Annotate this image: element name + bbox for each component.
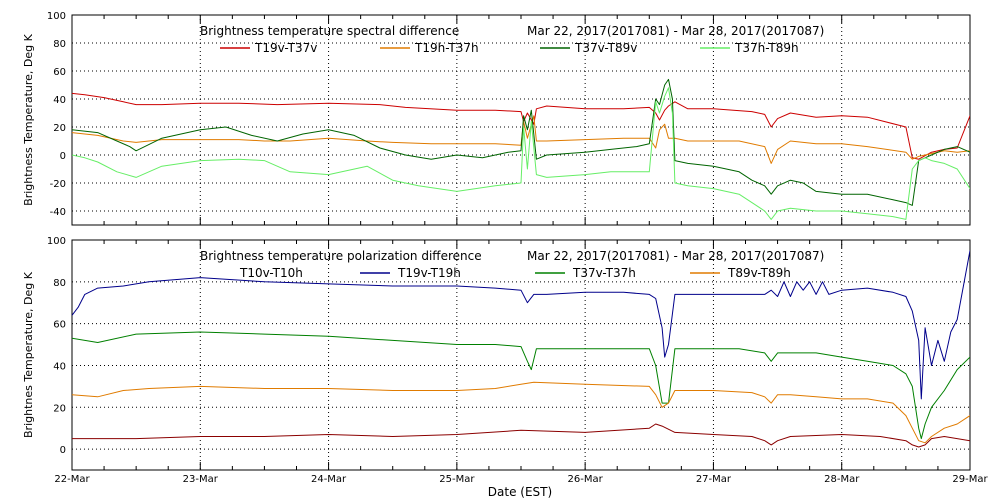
x-tick-label: 29-Mar	[952, 474, 988, 485]
x-tick-label: 24-Mar	[311, 474, 347, 485]
series-line-t37h-t89h	[72, 87, 970, 220]
y-tick-label: 80	[53, 39, 66, 50]
legend-label: T37h-T89h	[734, 41, 799, 55]
y-tick-label: -20	[50, 179, 66, 190]
y-tick-label: 0	[60, 445, 66, 456]
y-axis-label: Brightnes Temperature, Deg K	[22, 271, 35, 438]
chart-date-range: Mar 22, 2017(2017081) - Mar 28, 2017(201…	[527, 24, 824, 38]
x-tick-label: 23-Mar	[183, 474, 219, 485]
y-tick-label: 60	[53, 67, 66, 78]
legend-label: T19v-T19h	[397, 266, 461, 280]
series-line-t19v-t19h	[72, 250, 970, 400]
series-group	[72, 78, 970, 220]
y-tick-label: 100	[47, 11, 66, 22]
spectral-difference-panel: -40 -20 0 20 40 60 80 100 Brightness Temperature…	[22, 11, 971, 226]
x-tick-label: 25-Mar	[439, 474, 475, 485]
x-axis-label: Date (EST)	[488, 485, 552, 499]
legend-label: T89v-T89h	[727, 266, 791, 280]
series-line-t89v-t89h	[72, 381, 970, 444]
series-group	[72, 250, 970, 448]
series-line-t10v-t10h	[72, 423, 970, 448]
y-tick-label: 80	[53, 278, 66, 289]
y-axis-label: Brightness Temperature, Deg K	[22, 33, 35, 205]
series-line-t37v-t89v	[72, 78, 970, 206]
legend-label: T10v-T10h	[239, 266, 303, 280]
legend-label: T37v-T89v	[574, 41, 637, 55]
series-line-t19h-t37h	[72, 115, 970, 164]
legend-label: T19h-T37h	[414, 41, 479, 55]
y-tick-label: 20	[53, 123, 66, 134]
chart-date-range: Mar 22, 2017(2017081) - Mar 28, 2017(201…	[527, 249, 824, 263]
y-tick-label: 100	[47, 236, 66, 247]
polarization-difference-panel: 22-Mar 23-Mar 24-Mar 25-Mar 26-Mar 27-Mar 28-M…	[22, 236, 988, 485]
series-line-t19v-t37v	[72, 92, 970, 160]
x-tick-label: 28-Mar	[824, 474, 860, 485]
y-tick-label: -40	[50, 207, 66, 218]
x-tick-label: 27-Mar	[696, 474, 732, 485]
legend-label: T19v-T37v	[254, 41, 317, 55]
y-tick-label: 0	[60, 151, 66, 162]
y-tick-label: 20	[53, 403, 66, 414]
x-tick-label: 26-Mar	[568, 474, 604, 485]
series-line-t37v-t37h	[72, 331, 970, 440]
y-tick-label: 40	[53, 361, 66, 372]
y-tick-label: 40	[53, 95, 66, 106]
plot-frame	[71, 239, 971, 471]
y-tick-label: 60	[53, 320, 66, 331]
legend-label: T37v-T37h	[572, 266, 636, 280]
chart-title: Brightness temperature spectral differen…	[200, 24, 459, 38]
x-tick-label: 22-Mar	[54, 474, 90, 485]
chart-title: Brightness temperature polarization diff…	[200, 249, 482, 263]
